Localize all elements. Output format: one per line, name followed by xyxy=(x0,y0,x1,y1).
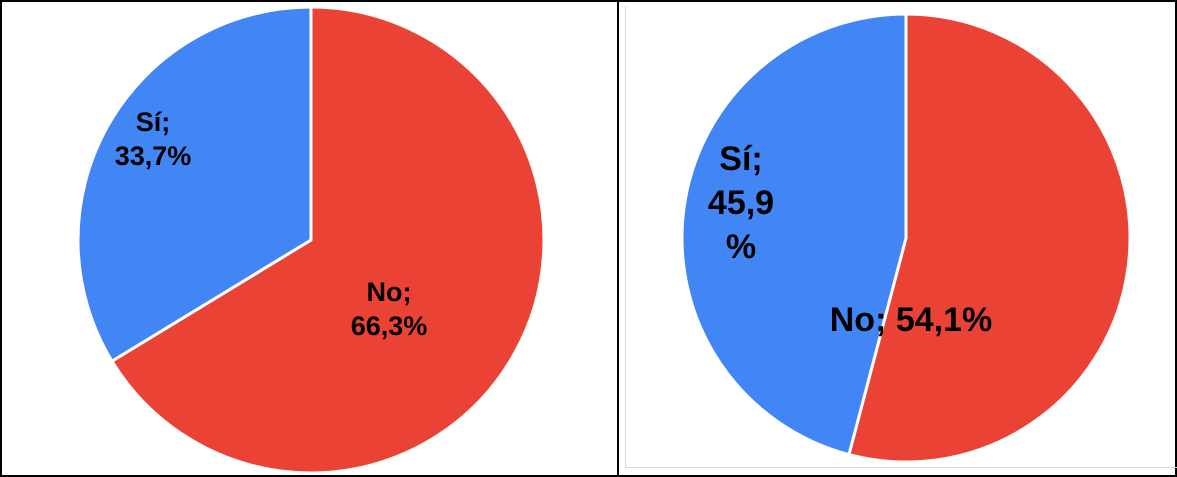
slice-data-label: Sí; 45,9% xyxy=(708,140,774,266)
pie-chart-right: No; 54,1% Sí; 45,9% xyxy=(680,12,1132,464)
right-chart-area xyxy=(625,6,1177,468)
pie-slice-s xyxy=(76,5,313,363)
pie-slice-s xyxy=(680,12,908,457)
slice-data-label: Sí; 33,7% xyxy=(115,107,192,171)
pie-slice-no xyxy=(110,5,546,475)
slice-data-label: No; 54,1% xyxy=(830,301,993,339)
slice-data-label: No; 66,3% xyxy=(351,277,428,341)
panel-divider xyxy=(617,0,619,477)
pie-chart-left: No; 66,3% Sí; 33,7% xyxy=(76,5,546,475)
pie-slice-no xyxy=(847,12,1132,464)
